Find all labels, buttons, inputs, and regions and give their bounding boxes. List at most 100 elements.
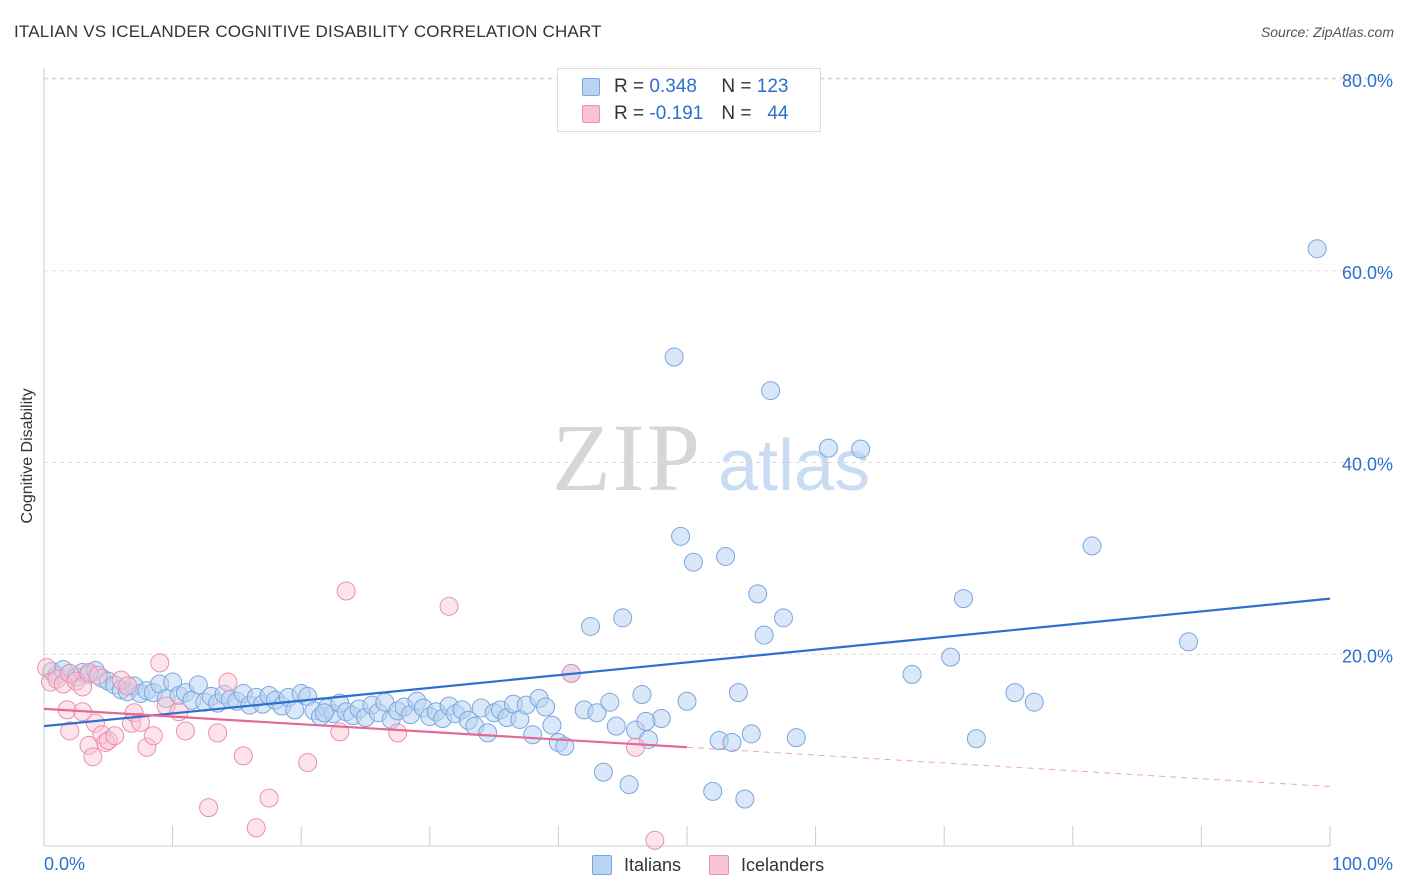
italians-point (555, 736, 575, 756)
x-tick-label-min: 0.0% (44, 854, 85, 874)
italians-point (1005, 683, 1025, 703)
italians-point (773, 608, 793, 628)
italians-point (748, 584, 768, 604)
icelanders-swatch (709, 855, 730, 875)
watermark-atlas: atlas (718, 426, 870, 506)
source-credit: Source: ZipAtlas.com (1260, 24, 1394, 40)
y-tick-label: 60.0% (1342, 263, 1393, 283)
italians-point (1307, 239, 1327, 259)
icelanders-point (259, 788, 279, 808)
italians-point (703, 781, 723, 801)
italians-point (902, 664, 922, 684)
italians-swatch (592, 855, 612, 875)
italians-point (728, 683, 748, 703)
italians-point (600, 692, 620, 712)
icelanders-point (143, 726, 163, 746)
legend-label-icelanders: Icelanders (741, 854, 825, 875)
italians-point (188, 675, 208, 695)
trend-lines (43, 597, 1331, 788)
italians-point (593, 762, 613, 782)
italians-point (651, 708, 671, 728)
icelanders-point (645, 830, 665, 850)
italians-point (664, 347, 684, 367)
italians-trend-line (43, 597, 1331, 728)
gridlines (44, 77, 1392, 655)
r-value-icelanders: -0.191 (649, 103, 704, 124)
icelanders-point (388, 723, 408, 743)
italians-point (786, 728, 806, 748)
tick-labels: 20.0% 40.0% 60.0% 80.0% 0.0% 100.0% (44, 71, 1393, 874)
italians-point (741, 724, 761, 744)
icelanders-point (137, 737, 157, 757)
italians-point (542, 715, 562, 735)
legend-item-italians: Italians (592, 855, 681, 876)
n-label: N = (721, 103, 752, 124)
icelanders-point (246, 818, 266, 838)
legend-row-icelanders: R = -0.191 N = 44 (582, 102, 788, 126)
legend-item-icelanders: Icelanders (709, 855, 824, 876)
icelanders-point (336, 581, 356, 601)
italians-point (716, 546, 736, 566)
italians-point (632, 685, 652, 705)
icelanders-point (199, 798, 219, 818)
icelanders-trend-line (43, 707, 688, 749)
italians-point (523, 725, 543, 745)
italians-point (636, 711, 656, 731)
r-label: R = (614, 103, 645, 124)
italians-point (677, 691, 697, 711)
italians-point (1179, 632, 1199, 652)
italians-point (818, 438, 838, 458)
italians-point (314, 703, 334, 723)
r-label: R = (614, 76, 645, 97)
icelanders-point (105, 726, 125, 746)
italians-point (285, 700, 305, 720)
icelanders-trend-extension (686, 746, 1331, 788)
data-points (37, 239, 1327, 850)
icelanders-point (88, 665, 108, 685)
icelanders-point (218, 672, 238, 692)
icelanders-point (175, 721, 195, 741)
icelanders-point (439, 596, 459, 616)
icelanders-swatch (582, 105, 600, 123)
italians-point (619, 775, 639, 795)
y-tick-label: 20.0% (1342, 646, 1393, 666)
r-value-italians: 0.348 (649, 76, 697, 97)
icelanders-point (79, 735, 99, 755)
legend-row-italians: R = 0.348 N = 123 (582, 75, 788, 99)
italians-swatch (582, 78, 600, 96)
italians-point (1082, 536, 1102, 556)
italians-point (754, 625, 774, 645)
icelanders-point (83, 747, 103, 767)
x-tick-label-max: 100.0% (1332, 854, 1393, 874)
italians-point (966, 729, 986, 749)
icelanders-point (150, 653, 170, 673)
icelanders-point (73, 677, 93, 697)
italians-point (722, 732, 742, 752)
correlation-legend: R = 0.348 N = 123 R = -0.191 N = 44 (557, 68, 821, 132)
italians-point (587, 703, 607, 723)
icelanders-point (118, 676, 138, 696)
legend-label-italians: Italians (624, 854, 682, 875)
italians-point (735, 789, 755, 809)
italians-point (761, 381, 781, 401)
icelanders-point (298, 753, 318, 773)
italians-point (536, 697, 556, 717)
n-value-italians: 123 (756, 76, 789, 97)
italians-point (671, 526, 691, 546)
watermark-zip: ZIP (552, 404, 702, 511)
italians-point (683, 552, 703, 572)
italians-point (1024, 692, 1044, 712)
icelanders-point (626, 737, 646, 757)
italians-point (953, 589, 973, 609)
n-value-icelanders: 44 (767, 103, 789, 124)
italians-point (613, 608, 633, 628)
italians-point (478, 723, 498, 743)
chart-title: ITALIAN VS ICELANDER COGNITIVE DISABILIT… (14, 22, 602, 41)
axes (43, 68, 1331, 847)
y-tick-label: 80.0% (1342, 71, 1393, 91)
icelanders-point (208, 723, 228, 743)
series-legend: Italians Icelanders (592, 852, 852, 878)
icelanders-point (233, 746, 253, 766)
y-tick-label: 40.0% (1342, 455, 1393, 475)
